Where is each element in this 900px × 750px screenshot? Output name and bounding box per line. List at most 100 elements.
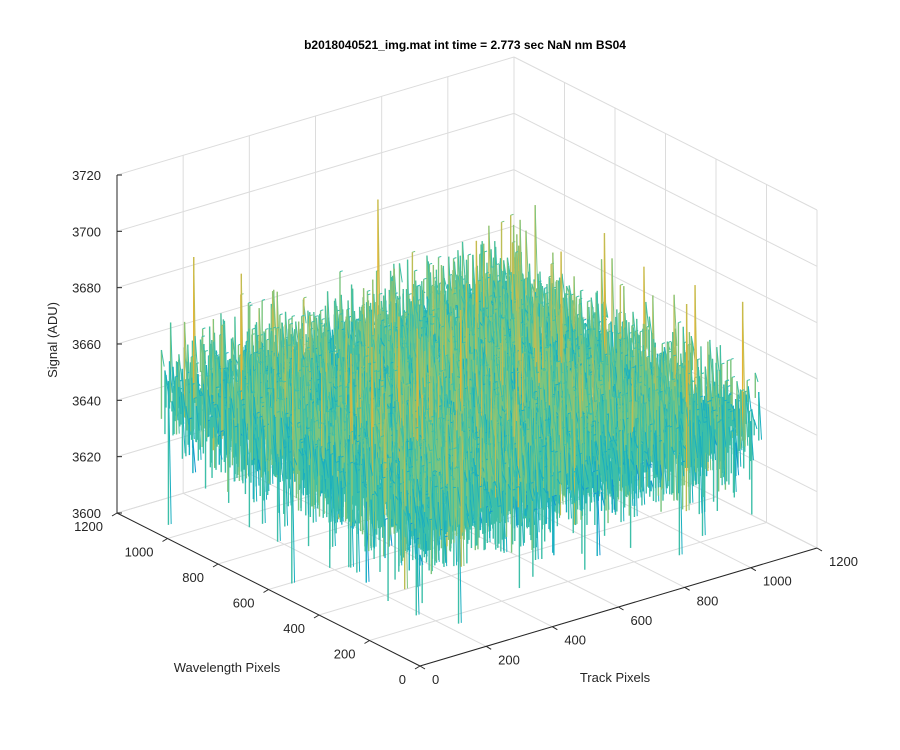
surface-edge — [339, 313, 343, 315]
surface-edge — [453, 257, 457, 259]
surface-edge — [595, 292, 600, 330]
surface-edge — [554, 340, 558, 343]
surface-edge — [510, 371, 514, 374]
surface-edge — [468, 303, 473, 326]
surface-edge — [501, 316, 505, 319]
surface-edge — [272, 291, 276, 331]
surface-edge — [561, 273, 566, 298]
surface-edge — [495, 345, 499, 348]
surface-edge — [249, 304, 253, 307]
surface-edge — [504, 334, 508, 337]
surface-edge — [632, 327, 637, 345]
surface-edge — [262, 299, 266, 301]
surface-edge — [678, 321, 682, 324]
surface-edge — [588, 347, 592, 350]
surface-edge — [381, 319, 385, 321]
surface-edge — [243, 349, 247, 351]
surface-edge — [353, 343, 357, 346]
surface-edge — [618, 338, 622, 341]
surface-edge — [478, 279, 482, 282]
surface-edge — [356, 341, 360, 343]
surface-edge — [303, 296, 307, 299]
surface-edge — [566, 330, 570, 332]
surface-edge — [645, 301, 650, 328]
surface-edge — [265, 328, 269, 330]
surface-edge — [563, 323, 567, 326]
wall-grid-z — [116, 56, 515, 176]
surface-edge — [551, 262, 555, 265]
surface-edge — [441, 325, 445, 328]
surface-edge — [357, 320, 361, 322]
surface-edge — [289, 322, 293, 325]
surface-edge — [534, 296, 538, 298]
surface-edge — [506, 257, 511, 276]
surface-edge — [429, 313, 433, 316]
surface-edge — [346, 308, 350, 310]
surface-edge — [432, 309, 436, 311]
surface-edge — [484, 250, 488, 253]
surface-edge — [631, 355, 635, 358]
surface-edge — [319, 354, 323, 357]
surface-edge — [553, 286, 557, 289]
surface-edge — [690, 335, 695, 351]
surface-edge — [437, 354, 441, 356]
surface-edge — [501, 220, 505, 223]
surface-edge — [437, 317, 441, 326]
surface-edge — [491, 266, 495, 268]
surface-edge — [620, 283, 624, 286]
surface-edge — [472, 292, 476, 295]
surface-edge — [340, 320, 344, 323]
surface-edge — [255, 351, 259, 353]
surface-edge — [341, 328, 345, 331]
surface-edge — [276, 326, 280, 329]
surface-edge — [494, 318, 499, 347]
surface-edge — [511, 317, 515, 320]
surface-edge — [468, 253, 472, 256]
surface-edge — [372, 279, 377, 373]
surface-edge — [727, 359, 731, 362]
surface-edge — [339, 270, 343, 273]
surface-edge — [225, 352, 229, 354]
surface-edge — [608, 322, 612, 325]
surface-edge — [422, 315, 427, 318]
surface-edge — [443, 344, 447, 377]
surface-edge — [617, 332, 621, 335]
surface-edge — [545, 302, 550, 305]
surface-edge — [517, 271, 522, 323]
surface-edge — [598, 330, 602, 333]
surface-edge — [551, 336, 556, 379]
floor-grid-y — [369, 522, 767, 641]
surface-edge — [248, 301, 252, 304]
surface-edge — [416, 285, 420, 287]
surface-edge — [576, 295, 580, 298]
surface-edge — [607, 332, 612, 364]
surface-edge — [472, 333, 476, 336]
surface-edge — [462, 278, 466, 280]
wall-grid-z2 — [513, 169, 818, 324]
surface-edge — [453, 340, 457, 343]
surface-edge — [436, 357, 440, 359]
surface-edge — [489, 315, 493, 318]
surface-edge — [496, 263, 500, 266]
wall-grid-z — [116, 169, 515, 289]
surface-edge — [512, 241, 516, 243]
surface-edge — [336, 309, 340, 312]
surface-edge — [454, 304, 458, 307]
surface-edge — [355, 353, 359, 356]
surface-edge — [497, 323, 502, 342]
surface-edge — [408, 293, 412, 295]
surface-edge — [377, 334, 382, 358]
surface-edge — [632, 366, 636, 368]
surface-edge — [202, 327, 206, 330]
surface-edge — [461, 276, 466, 302]
surface-edge — [419, 319, 423, 322]
surface-edge — [466, 282, 470, 285]
surface-edge — [232, 337, 237, 362]
surface-edge — [682, 326, 687, 383]
surface-edge — [489, 295, 493, 297]
surface-edge — [491, 302, 495, 305]
surface-edge — [480, 310, 484, 312]
surface-edge — [367, 293, 371, 296]
surface-edge — [291, 315, 295, 317]
